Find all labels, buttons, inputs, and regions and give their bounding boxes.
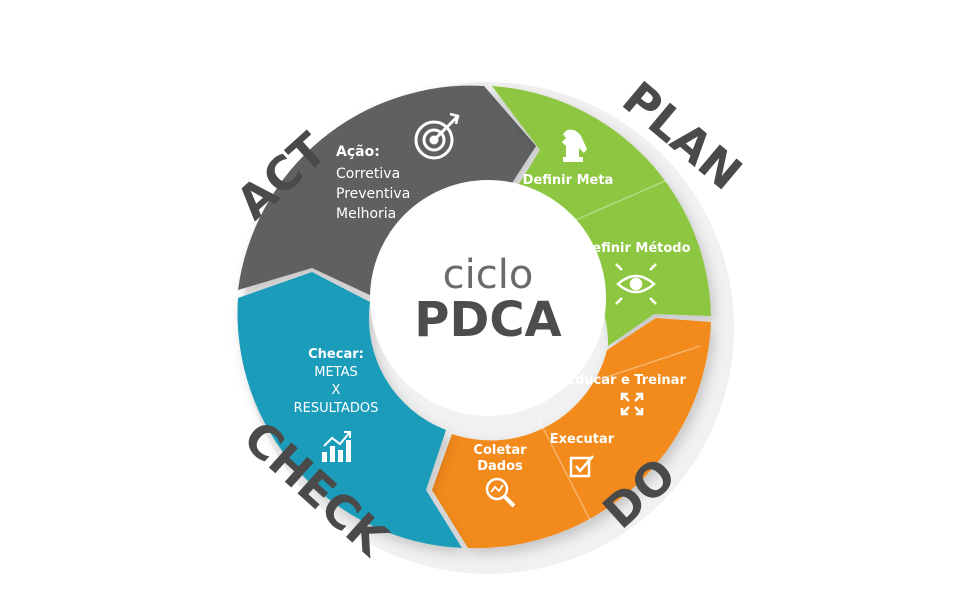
target-icon [414, 112, 460, 160]
plan-item-2: Definir Método [581, 241, 690, 256]
eye-icon [615, 263, 657, 305]
check-line-1: METAS [314, 365, 358, 380]
checkbox-icon [569, 455, 594, 478]
do-item-2: Executar [550, 432, 615, 447]
center-title-line1: ciclo [443, 252, 534, 298]
center-title-line2: PDCA [414, 292, 561, 348]
magnifier-chart-icon [485, 477, 516, 508]
plan-segment [492, 86, 711, 346]
act-line-2: Preventiva [336, 186, 410, 202]
check-line-2: X [332, 383, 341, 398]
act-segment [238, 85, 536, 296]
check-heading: Checar: [308, 347, 364, 362]
act-line-3: Melhoria [336, 206, 396, 222]
do-item-1: Educar e Treinar [566, 373, 686, 388]
act-line-1: Corretiva [336, 166, 400, 182]
do-item-3b: Dados [477, 459, 523, 474]
do-item-3a: Coletar [473, 443, 527, 458]
do-divider-1 [597, 345, 701, 381]
plan-item-1: Definir Meta [523, 173, 614, 188]
act-heading: Ação: [336, 144, 380, 160]
chess-knight-icon [562, 129, 587, 162]
do-segment [432, 318, 711, 549]
bar-chart-icon [322, 431, 351, 462]
expand-arrows-icon [620, 392, 644, 416]
center-circle [370, 180, 606, 416]
check-segment [237, 272, 462, 548]
check-line-3: RESULTADOS [294, 401, 379, 416]
do-divider-2 [537, 417, 591, 521]
